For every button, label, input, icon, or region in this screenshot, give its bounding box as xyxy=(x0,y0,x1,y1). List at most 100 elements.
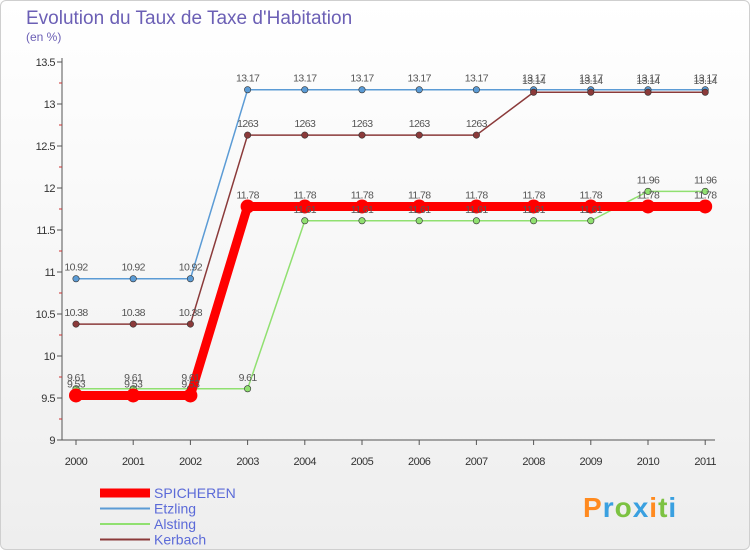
series-line-spicheren xyxy=(71,201,710,400)
x-tick-label: 2007 xyxy=(465,456,488,468)
y-tick-label: 10 xyxy=(44,351,56,363)
data-point xyxy=(240,199,255,214)
data-label: 13.17 xyxy=(236,73,260,85)
logo-letter: o xyxy=(615,492,633,523)
proxiti-logo: Proxiti xyxy=(583,492,677,523)
series-line-alsting xyxy=(75,190,706,390)
data-point xyxy=(698,199,713,214)
data-point xyxy=(297,199,312,214)
data-label: 9.53 xyxy=(67,378,86,390)
data-point xyxy=(186,275,194,283)
data-point xyxy=(472,217,480,225)
data-point xyxy=(412,199,427,214)
data-label: 11.61 xyxy=(351,204,374,216)
series-line-kerbach xyxy=(75,91,706,325)
logo-letter: P xyxy=(583,492,603,523)
data-label: 13.17 xyxy=(293,73,317,85)
data-point xyxy=(644,187,652,195)
y-tick-label: 10.5 xyxy=(36,309,56,321)
data-label: 10.38 xyxy=(179,307,203,319)
x-tick-label: 2005 xyxy=(351,456,374,468)
data-label: 11.96 xyxy=(637,174,660,186)
logo-letter: x xyxy=(633,492,650,523)
legend-label: Kerbach xyxy=(154,532,206,548)
chart-title: Evolution du Taux de Taxe d'Habitation xyxy=(26,8,352,29)
data-label: 11.61 xyxy=(294,204,317,216)
data-point xyxy=(469,199,484,214)
data-label: 11.78 xyxy=(294,189,317,201)
logo-letter: t xyxy=(658,492,668,523)
data-label: 11.61 xyxy=(522,204,545,216)
data-label: 9.53 xyxy=(181,378,200,390)
data-point xyxy=(415,131,423,139)
y-tick-label: 9 xyxy=(49,435,55,447)
data-point xyxy=(701,187,709,195)
x-tick-label: 2003 xyxy=(236,456,259,468)
data-point xyxy=(244,131,252,139)
data-point xyxy=(244,86,252,94)
data-label: 9.61 xyxy=(239,372,258,384)
data-label: 11.78 xyxy=(465,189,488,201)
logo-text: Proxiti xyxy=(583,492,677,523)
data-label: 9.61 xyxy=(67,372,86,384)
data-point xyxy=(472,86,480,94)
y-tick-label: 12 xyxy=(44,183,56,195)
data-point xyxy=(301,86,309,94)
x-tick-label: 2004 xyxy=(294,456,317,468)
data-point xyxy=(183,388,198,403)
data-label: 1263 xyxy=(466,118,488,130)
data-label: 13.17 xyxy=(579,73,603,85)
data-label: 9.61 xyxy=(181,372,200,384)
data-label: 10.92 xyxy=(179,262,203,274)
data-label: 1263 xyxy=(409,118,431,130)
data-point xyxy=(415,86,423,94)
logo-letter: i xyxy=(668,492,677,523)
data-label: 13.17 xyxy=(636,73,660,85)
x-tick-label: 2010 xyxy=(637,456,660,468)
data-point xyxy=(587,217,595,225)
data-label: 13.17 xyxy=(408,73,432,85)
series-layer xyxy=(69,86,713,403)
data-label: 13.17 xyxy=(465,73,489,85)
data-label: 13.17 xyxy=(350,73,374,85)
data-label: 13.14 xyxy=(636,75,660,87)
data-label: 13.17 xyxy=(522,73,546,85)
x-tick-label: 2011 xyxy=(694,456,716,468)
y-tick-label: 13 xyxy=(44,99,56,111)
data-label: 11.61 xyxy=(465,204,488,216)
data-point xyxy=(72,320,80,328)
data-label: 10.92 xyxy=(64,262,88,274)
data-point xyxy=(244,385,252,393)
data-point xyxy=(587,88,595,96)
data-label: 13.14 xyxy=(522,75,546,87)
y-tick-label: 11.5 xyxy=(36,225,55,237)
data-point xyxy=(301,131,309,139)
data-label: 11.78 xyxy=(351,189,374,201)
y-tick-label: 13.5 xyxy=(36,57,56,69)
data-point xyxy=(186,320,194,328)
data-label: 11.78 xyxy=(522,189,545,201)
y-tick-label: 11 xyxy=(45,267,56,279)
data-point xyxy=(583,199,598,214)
data-label: 13.14 xyxy=(694,75,718,87)
y-tick-label: 12.5 xyxy=(36,141,56,153)
x-tick-label: 2001 xyxy=(122,456,145,468)
data-point xyxy=(415,217,423,225)
data-point xyxy=(530,217,538,225)
data-label: 11.78 xyxy=(694,189,717,201)
data-point xyxy=(358,86,366,94)
data-label: 11.61 xyxy=(580,204,603,216)
data-point xyxy=(129,275,137,283)
series-line-etzling xyxy=(75,88,706,280)
data-label: 11.78 xyxy=(408,189,431,201)
data-label: 11.78 xyxy=(637,189,660,201)
data-point xyxy=(358,217,366,225)
x-tick-label: 2002 xyxy=(179,456,202,468)
data-point xyxy=(472,131,480,139)
data-point xyxy=(69,388,83,403)
y-tick-label: 9.5 xyxy=(41,393,55,405)
data-label: 10.38 xyxy=(64,307,88,319)
data-label: 1263 xyxy=(352,118,374,130)
